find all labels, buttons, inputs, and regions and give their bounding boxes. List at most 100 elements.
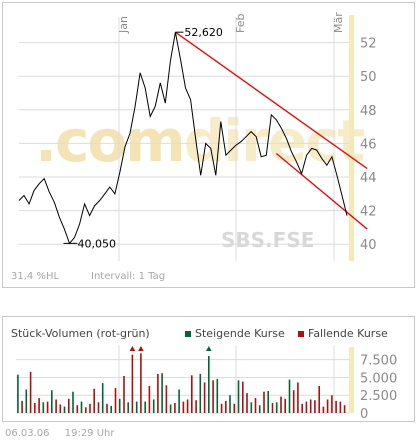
low-annotation: 40,050 — [77, 237, 116, 250]
exchange-watermark: SBS.FSE — [221, 228, 314, 252]
volume-bar — [72, 391, 74, 413]
volume-bar — [343, 405, 346, 413]
volume-bar — [271, 403, 274, 413]
y-tick-label: 48 — [360, 104, 377, 119]
volume-bar — [331, 395, 333, 413]
volume-bar — [38, 398, 40, 413]
volume-bar — [165, 385, 168, 413]
volume-bar — [258, 405, 261, 413]
volume-bar — [106, 403, 108, 413]
volume-bar — [97, 402, 100, 413]
volume-bar — [284, 398, 286, 413]
volume-bar — [123, 376, 125, 413]
price-chart-panel: .comdirect SBS.FSE Jan Feb Mär 40 42 44 46 48 50 52… — [2, 2, 415, 288]
overflow-arrow — [129, 346, 136, 351]
x-tick-label: Jan — [117, 16, 130, 34]
volume-bar — [59, 404, 62, 413]
volume-bar — [186, 399, 189, 413]
y-tick-label: 5.000 — [360, 371, 397, 386]
trend-line — [275, 152, 368, 230]
volume-bar — [80, 401, 83, 413]
x-tick-label: Mär — [332, 12, 345, 33]
overflow-arrow — [138, 346, 144, 351]
volume-bar — [148, 386, 151, 413]
legend-label: Fallende Kurse — [308, 327, 388, 340]
volume-bar — [178, 389, 180, 413]
volume-bar — [263, 391, 265, 413]
volume-bar — [135, 401, 138, 413]
volume-bar — [161, 373, 163, 413]
footer-timestamp: 06.03.06 19:29 Uhr — [5, 428, 126, 439]
volume-bar — [144, 401, 146, 413]
volume-bar — [17, 374, 19, 413]
volume-bar — [267, 391, 269, 413]
y-tick-label: 44 — [360, 171, 377, 186]
volume-bar — [309, 399, 312, 413]
volume-bar — [246, 393, 248, 413]
volume-bar — [288, 379, 291, 413]
y-tick-label: 42 — [360, 205, 377, 220]
volume-bar — [203, 382, 206, 413]
volume-bar — [140, 353, 142, 413]
volume-bar — [233, 403, 236, 413]
volume-bar — [55, 399, 57, 413]
volume-bar — [237, 380, 240, 413]
volume-bar — [229, 395, 231, 413]
volume-bar — [42, 402, 45, 413]
volume-bar — [29, 371, 32, 413]
y-tick-label: 46 — [360, 137, 377, 152]
volume-bar — [191, 375, 193, 413]
volume-bar — [280, 396, 282, 413]
volume-bar — [220, 403, 223, 413]
volume-bar — [25, 389, 28, 413]
volume-bar — [118, 398, 121, 413]
interval-label: Intervall: 1 Tag — [91, 271, 165, 282]
volume-bar — [216, 378, 219, 413]
footer-date: 06.03.06 — [5, 428, 50, 439]
volume-bar — [318, 386, 320, 413]
y-tick-label: 7.500 — [360, 354, 397, 369]
legend-swatch — [185, 331, 191, 337]
y-tick-label: 40 — [360, 238, 377, 253]
legend-label: Steigende Kurse — [195, 327, 285, 340]
y-tick-label: 0 — [360, 407, 368, 422]
volume-bar — [326, 399, 329, 413]
y-axis-band — [349, 15, 354, 261]
volume-bar — [275, 402, 278, 413]
volume-bar — [101, 383, 104, 413]
x-tick-label: Feb — [234, 14, 247, 33]
volume-bar — [339, 401, 342, 413]
y-tick-label: 2.500 — [360, 389, 397, 404]
volume-bar — [76, 405, 79, 413]
volume-bar — [250, 402, 253, 413]
volume-bar — [152, 399, 155, 413]
volume-bar — [335, 400, 337, 413]
volume-bar — [127, 402, 129, 413]
volume-bar — [225, 400, 227, 413]
price-line — [18, 32, 348, 245]
y-axis-band — [349, 347, 354, 413]
volume-bar — [157, 373, 159, 413]
volume-bar — [182, 401, 185, 413]
volume-bar — [292, 390, 295, 413]
volume-bar — [89, 403, 91, 413]
overflow-arrow — [206, 346, 212, 351]
volume-bar — [199, 373, 202, 413]
volume-bar — [114, 388, 117, 413]
volume-bar — [174, 403, 176, 413]
volume-bar — [131, 354, 134, 413]
volume-bar — [208, 356, 210, 413]
volume-bar — [68, 398, 70, 413]
volume-bar — [93, 388, 95, 413]
volume-bar — [169, 404, 172, 413]
trend-line — [175, 31, 368, 170]
volume-title: Stück-Volumen (rot-grün) — [11, 327, 150, 340]
volume-bar — [314, 400, 316, 413]
high-annotation: 52,620 — [184, 26, 223, 39]
volume-bar — [110, 405, 112, 413]
volume-chart: Stück-Volumen (rot-grün) Steigende Kurse F… — [11, 327, 397, 422]
volume-bar — [21, 400, 23, 413]
volume-bar — [322, 406, 325, 413]
volume-bar — [46, 401, 49, 413]
